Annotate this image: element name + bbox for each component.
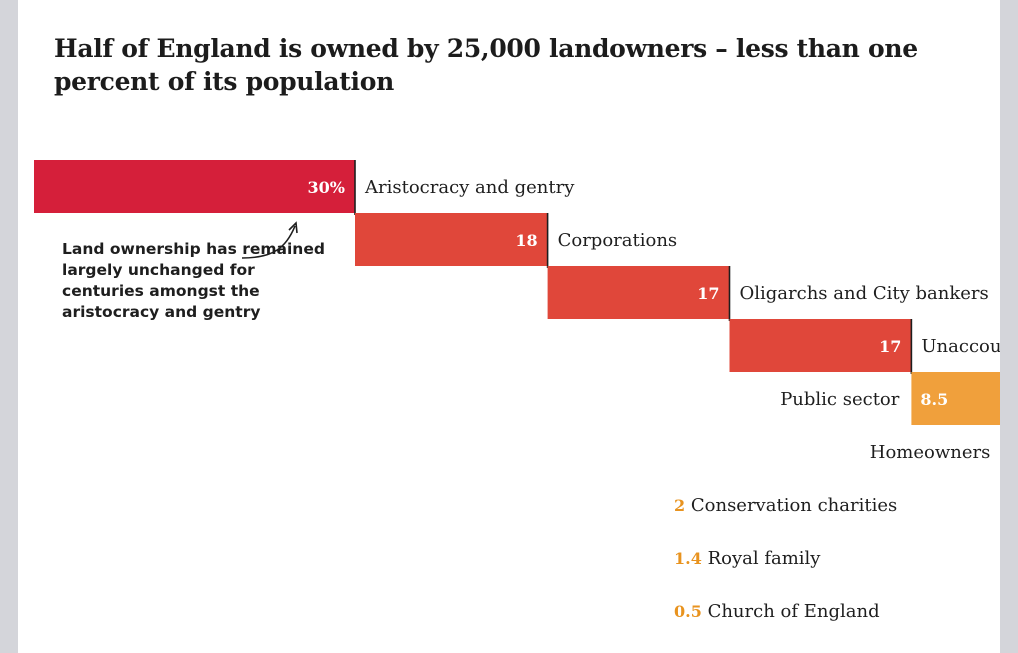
- value-label-8: 0.5: [674, 602, 702, 621]
- annotation-arrow: [241, 225, 296, 259]
- value-label-2: 17: [697, 284, 719, 303]
- bar-4: [911, 372, 1000, 425]
- waterfall-chart: 30% Aristocracy and gentry 18 Corporations 1…: [34, 160, 1000, 622]
- bar-2: [547, 266, 730, 319]
- category-label-7: 1.4 Royal family: [674, 548, 821, 569]
- category-label-8: 0.5 Church of England: [674, 601, 880, 622]
- value-label-4: 8.5: [920, 390, 948, 409]
- value-label-1: 18: [515, 231, 537, 250]
- category-label-0: Aristocracy and gentry: [364, 177, 575, 198]
- category-text-7: Royal family: [702, 548, 821, 569]
- value-label-0: 30%: [308, 178, 345, 197]
- bar-0: [34, 160, 355, 213]
- category-label-4: Public sector: [780, 389, 900, 410]
- page: Half of England is owned by 25,000 lando…: [18, 0, 1000, 653]
- category-label-5: Homeowners: [870, 442, 991, 463]
- category-label-2: Oligarchs and City bankers: [740, 283, 989, 304]
- value-label-3: 17: [879, 337, 901, 356]
- category-text-8: Church of England: [702, 601, 880, 622]
- chart-title: Half of England is owned by 25,000 lando…: [54, 34, 918, 96]
- bar-3: [729, 319, 912, 372]
- value-label-7: 1.4: [674, 549, 702, 568]
- category-label-1: Corporations: [558, 230, 678, 251]
- category-text-6: Conservation charities: [685, 495, 897, 516]
- category-label-6: 2 Conservation charities: [674, 495, 897, 516]
- annotation-arrowhead: [288, 221, 298, 234]
- bar-1: [355, 213, 548, 266]
- annotation-text: Land ownership has remained largely unch…: [62, 240, 325, 321]
- value-label-6: 2: [674, 496, 685, 515]
- category-label-3: Unaccounted: [921, 336, 1000, 357]
